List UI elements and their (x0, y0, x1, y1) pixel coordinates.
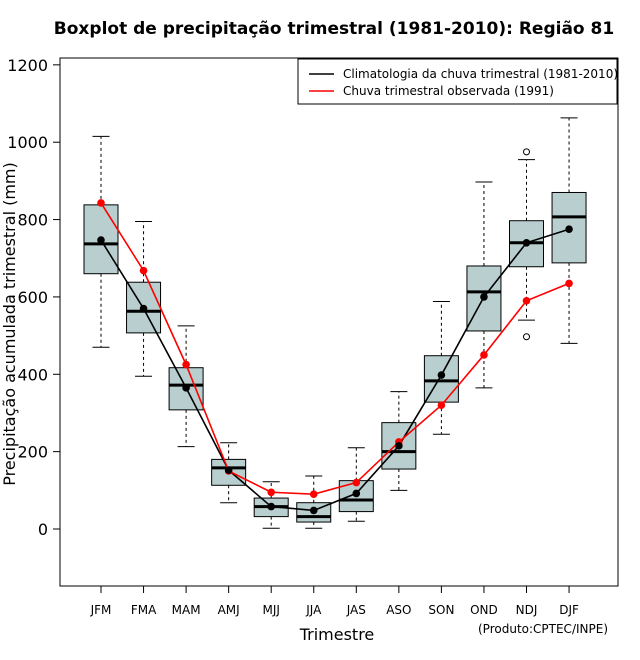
outlier-NDJ-1 (523, 333, 530, 341)
x-tick-label-JJA: JJA (305, 603, 322, 617)
boxes-layer (83, 117, 587, 529)
x-tick-label-AMJ: AMJ (218, 603, 240, 617)
point-climatology-SON (437, 371, 446, 379)
series-layer (97, 199, 573, 515)
x-tick-label-JFM: JFM (90, 603, 112, 617)
series-line-climatology (100, 228, 570, 512)
x-tick-label-SON: SON (428, 603, 454, 617)
point-observed-OND (480, 351, 488, 359)
point-observed-DJF (565, 279, 573, 288)
legend-label-climatology: Climatologia da chuva trimestral (1981-2… (343, 67, 618, 81)
chart-title: Boxplot de precipitação trimestral (1981… (54, 19, 614, 39)
point-observed-MAM (182, 360, 190, 369)
x-tick-label-FMA: FMA (131, 603, 157, 617)
x-axis: JFM FMA MAM AMJ MJJ JJA JAS ASO SON OND NDJ DJF (90, 586, 579, 617)
x-tick-label-NDJ: NDJ (516, 603, 538, 617)
point-observed-JFM (97, 199, 105, 207)
x-tick-label-MJJ: MJJ (262, 603, 279, 617)
y-tick-label-600: 600 (17, 288, 48, 307)
y-tick-label-400: 400 (17, 365, 48, 384)
x-tick-label-DJF: DJF (559, 603, 579, 617)
plot-frame (59, 57, 619, 587)
y-tick-label-200: 200 (17, 443, 48, 462)
point-climatology-ASO (395, 442, 403, 450)
point-climatology-OND (480, 293, 488, 301)
point-observed-NDJ (522, 296, 531, 305)
y-tick-label-1000: 1000 (7, 133, 48, 152)
point-observed-JJA (309, 490, 318, 498)
y-tick-label-1200: 1200 (7, 56, 48, 75)
point-observed-JAS (352, 478, 361, 487)
legend-box (297, 58, 618, 105)
x-tick-label-MAM: MAM (172, 603, 201, 617)
legend: Climatologia da chuva trimestral (1981-2… (297, 58, 618, 105)
y-tick-label-800: 800 (17, 211, 48, 230)
point-climatology-MAM (182, 384, 190, 392)
point-observed-SON (437, 401, 446, 410)
legend-label-observed: Chuva trimestral observada (1991) (343, 84, 554, 98)
point-climatology-MJJ (267, 502, 276, 511)
point-climatology-NDJ (522, 238, 531, 247)
point-observed-FMA (139, 266, 148, 275)
series-line-observed (100, 202, 570, 495)
box-SON (423, 301, 459, 435)
box-rect-MAM (168, 367, 204, 411)
x-tick-label-OND: OND (470, 603, 498, 617)
x-tick-label-ASO: ASO (386, 603, 411, 617)
point-climatology-DJF (565, 225, 573, 234)
point-climatology-JJA (309, 506, 318, 515)
x-axis-title: Trimestre (299, 625, 375, 644)
box-AMJ (211, 442, 247, 504)
point-climatology-JAS (352, 489, 361, 498)
x-tick-label-JAS: JAS (346, 603, 366, 617)
point-climatology-AMJ (224, 466, 233, 475)
point-climatology-FMA (139, 304, 148, 313)
y-tick-label-0: 0 (38, 520, 48, 539)
y-axis-title: Precipitação acumulada trimestral (mm) (0, 162, 19, 486)
y-axis: 0 200 400 600 800 1000 1200 (7, 56, 60, 539)
outlier-NDJ-0 (523, 148, 530, 156)
point-observed-MJJ (267, 488, 276, 497)
product-credit: (Produto:CPTEC/INPE) (478, 622, 608, 636)
point-climatology-JFM (97, 236, 105, 244)
